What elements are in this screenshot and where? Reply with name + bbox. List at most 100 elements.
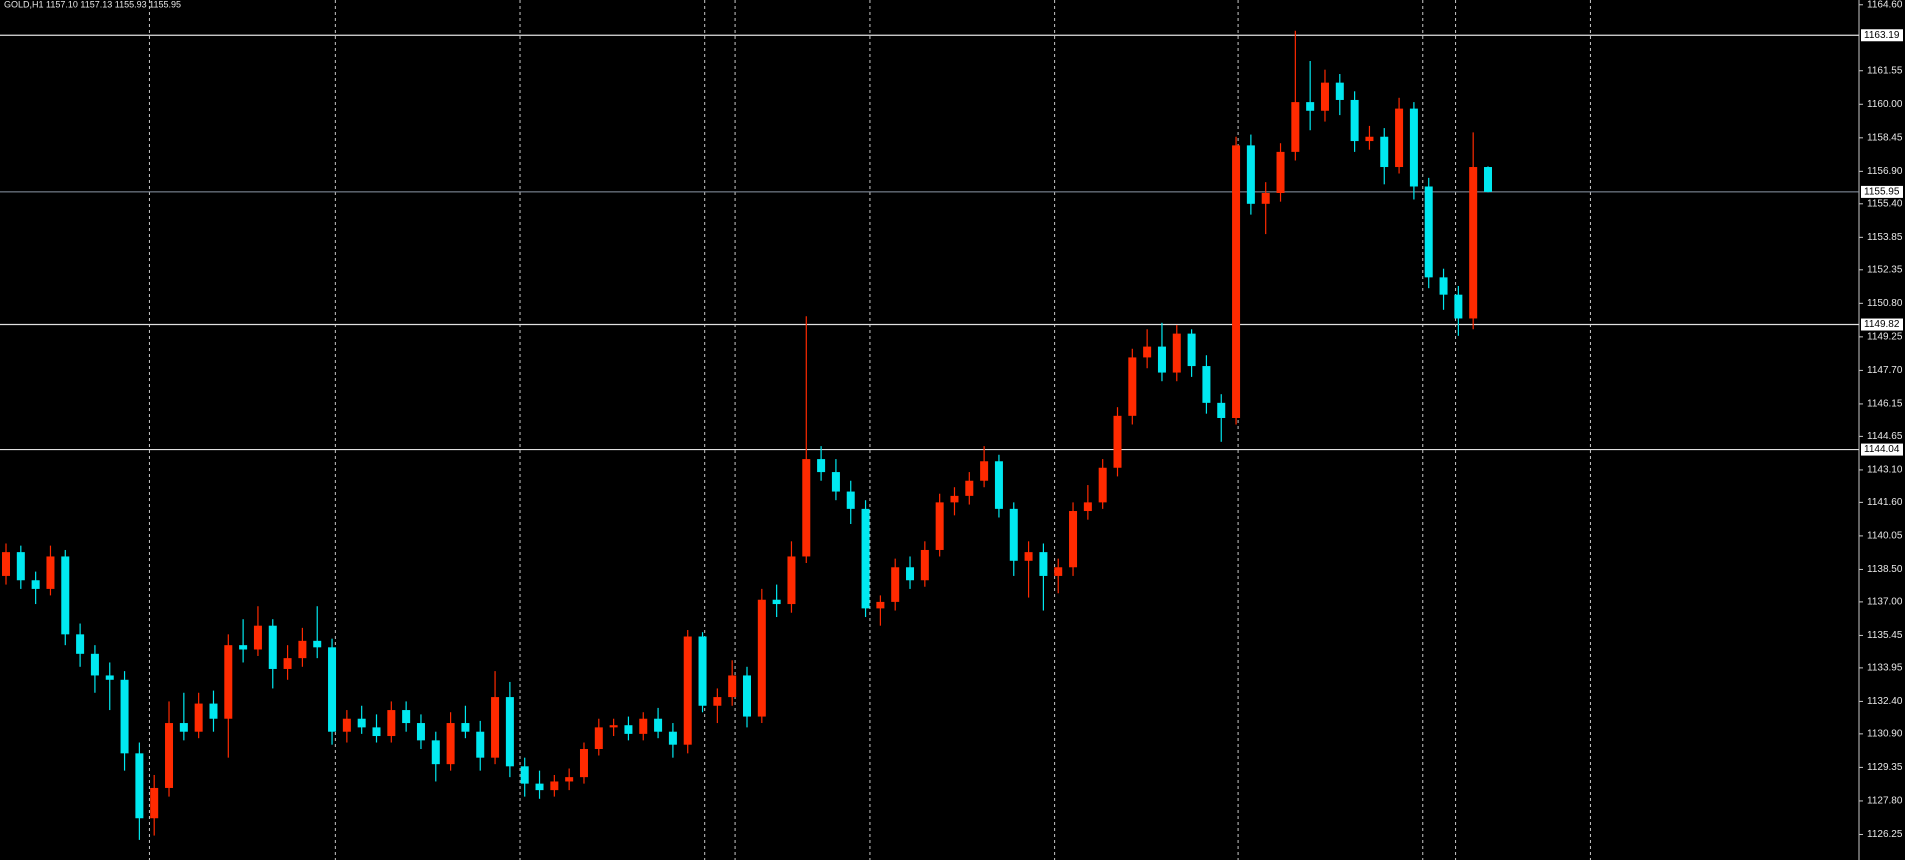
candle-body: [787, 556, 796, 605]
candle-body: [1054, 567, 1063, 576]
candle-body: [298, 640, 307, 659]
y-tick-label: 1155.40: [1867, 198, 1903, 209]
level-box: [1861, 443, 1903, 456]
candle-body: [668, 731, 677, 745]
candle-body: [520, 766, 529, 784]
y-tick-label: 1140.05: [1867, 531, 1903, 542]
candle-body: [1172, 333, 1181, 373]
candle-body: [1439, 277, 1448, 295]
candle-body: [253, 625, 262, 650]
y-tick-label: 1150.80: [1867, 298, 1903, 309]
candle-body: [535, 783, 544, 791]
bid-box: [1861, 185, 1903, 198]
y-tick-label: 1143.10: [1867, 465, 1903, 476]
candle-body: [224, 645, 233, 719]
candle-body: [1069, 511, 1078, 568]
candle-body: [61, 556, 70, 635]
candle-body: [1261, 192, 1270, 204]
candle-body: [239, 645, 248, 650]
y-tick-label: 1147.70: [1867, 365, 1903, 376]
candle-body: [950, 495, 959, 503]
candle-body: [1395, 108, 1404, 168]
candle-body: [46, 556, 55, 589]
candle-body: [891, 567, 900, 602]
candle-body: [757, 599, 766, 717]
candle-body: [209, 703, 218, 719]
candle-body: [150, 787, 159, 819]
candle-body: [31, 580, 40, 589]
candle-body: [120, 679, 129, 754]
candle-body: [861, 508, 870, 609]
candle-body: [2, 552, 10, 576]
y-tick-label: 1138.50: [1867, 564, 1903, 575]
candle-body: [1009, 508, 1018, 561]
candle-body: [1187, 333, 1196, 367]
candle-body: [624, 725, 633, 734]
candle-body: [1024, 552, 1033, 561]
candle-body: [772, 599, 781, 605]
candle-body: [76, 634, 85, 654]
candle-body: [90, 653, 99, 676]
candle-body: [639, 718, 648, 734]
candle-body: [550, 781, 559, 791]
candle-body: [179, 723, 188, 732]
y-tick-label: 1132.40: [1867, 696, 1903, 707]
candle-body: [1246, 145, 1255, 204]
y-tick-label: 1127.80: [1867, 796, 1903, 807]
candle-body: [491, 697, 500, 758]
candle-body: [1202, 366, 1211, 403]
y-tick-label: 1152.35: [1867, 264, 1903, 275]
candle-body: [980, 461, 989, 481]
candle-body: [743, 675, 751, 717]
candle-body: [505, 697, 514, 767]
y-tick-label: 1153.85: [1867, 232, 1903, 243]
candle-body: [357, 718, 366, 728]
y-tick-label: 1141.60: [1867, 497, 1903, 508]
candle-body: [446, 723, 455, 765]
candle-body: [387, 710, 396, 737]
candle-body: [268, 625, 277, 669]
candle-body: [1365, 136, 1374, 142]
candle-body: [402, 710, 411, 724]
candle-body: [920, 549, 929, 581]
y-tick-label: 1126.25: [1867, 829, 1903, 840]
candle-body: [728, 675, 737, 698]
candle-body: [105, 675, 114, 680]
level-label: 1163.19: [1864, 30, 1900, 41]
candle-body: [565, 777, 574, 782]
y-tick-label: 1135.45: [1867, 630, 1903, 641]
candle-body: [1306, 102, 1315, 111]
candle-body: [1232, 145, 1241, 418]
level-box: [1861, 318, 1903, 331]
candle-body: [1083, 502, 1092, 512]
candle-body: [1291, 102, 1300, 152]
level-box: [1861, 29, 1903, 42]
y-tick-label: 1161.55: [1867, 65, 1903, 76]
candle-body: [994, 461, 1003, 509]
candle-body: [1143, 346, 1152, 358]
candle-body: [476, 731, 485, 758]
y-tick-label: 1137.00: [1867, 597, 1903, 608]
y-tick-label: 1156.90: [1867, 166, 1903, 177]
candle-body: [846, 491, 855, 509]
candle-body: [1128, 357, 1137, 416]
y-tick-label: 1130.90: [1867, 729, 1903, 740]
y-tick-label: 1133.95: [1867, 663, 1903, 674]
candle-body: [1350, 99, 1359, 142]
bid-label: 1155.95: [1864, 187, 1900, 198]
y-tick-label: 1129.35: [1867, 762, 1903, 773]
candle-body: [342, 718, 351, 732]
candle-body: [1276, 151, 1285, 193]
candle-body: [831, 472, 840, 492]
candle-body: [1113, 415, 1122, 468]
candle-body: [328, 647, 337, 732]
candle-body: [165, 723, 174, 788]
y-tick-label: 1146.15: [1867, 399, 1903, 410]
candle-body: [135, 753, 144, 819]
candle-body: [579, 749, 588, 778]
y-tick-label: 1160.00: [1867, 99, 1903, 110]
level-label: 1144.04: [1864, 444, 1900, 455]
candle-body: [16, 552, 25, 581]
candle-body: [1320, 82, 1329, 111]
candle-body: [1039, 552, 1048, 576]
